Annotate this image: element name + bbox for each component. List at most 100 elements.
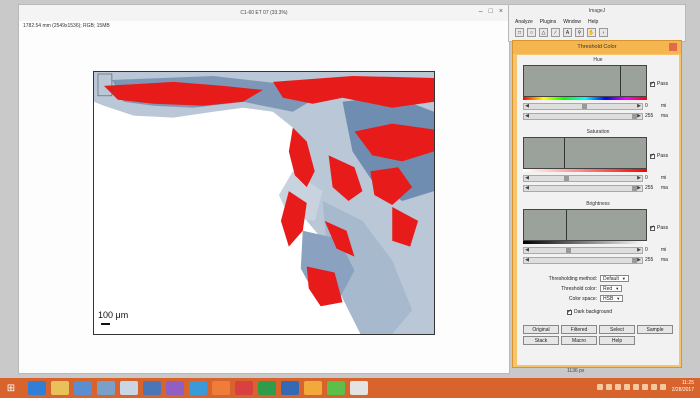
saturation-max-thumb[interactable]	[632, 186, 637, 191]
brightness-max-left-arrow-icon[interactable]: ◀	[525, 257, 529, 263]
text-tool-icon[interactable]: A	[563, 28, 572, 37]
tray-icon-5[interactable]	[632, 384, 639, 390]
oval-tool-icon[interactable]: ○	[527, 28, 536, 37]
hue-min-thumb[interactable]	[582, 104, 587, 109]
dropper-tool-icon[interactable]: ›	[599, 28, 608, 37]
app-icon-14[interactable]	[327, 381, 345, 395]
stack-button[interactable]: Stack	[523, 336, 559, 345]
hue-max-slider[interactable]: ◀ ▶	[523, 113, 643, 120]
method-value: Default	[603, 276, 619, 282]
image-info: 1782.54 mm (2549x1536); RGB; 15MB	[23, 23, 110, 29]
brightness-min-thumb[interactable]	[566, 248, 571, 253]
brightness-min-right-arrow-icon[interactable]: ▶	[637, 247, 641, 253]
brightness-max-slider[interactable]: ◀ ▶	[523, 257, 643, 264]
saturation-min-right-arrow-icon[interactable]: ▶	[637, 175, 641, 181]
hue-min-left-arrow-icon[interactable]: ◀	[525, 103, 529, 109]
tray-icon-8[interactable]	[659, 384, 666, 390]
hue-pass-label: Pass	[657, 81, 669, 87]
brightness-min-left-arrow-icon[interactable]: ◀	[525, 247, 529, 253]
system-tray: 11:25 2/28/2017	[596, 380, 694, 394]
select-button[interactable]: Select	[599, 325, 635, 334]
polygon-tool-icon[interactable]: △	[539, 28, 548, 37]
app-icon-5[interactable]	[120, 381, 138, 395]
menu-help[interactable]: Help	[588, 19, 599, 25]
app-icon-3[interactable]	[74, 381, 92, 395]
saturation-pass[interactable]: Pass	[650, 152, 668, 159]
color-select[interactable]: Red ▼	[600, 285, 623, 292]
color-row: Threshold color: Red ▼	[521, 285, 671, 292]
hue-min-slider[interactable]: ◀ ▶	[523, 103, 643, 110]
menu-plugins[interactable]: Plugins	[539, 19, 557, 25]
dark-background-checkbox[interactable]	[567, 308, 572, 315]
menu-window[interactable]: Window	[563, 19, 581, 25]
app-icon-11[interactable]	[258, 381, 276, 395]
brightness-pass[interactable]: Pass	[650, 224, 668, 231]
hue-pass-checkbox[interactable]	[650, 80, 655, 87]
zoom-tool-icon[interactable]: ⚲	[575, 28, 584, 37]
saturation-min-left-arrow-icon[interactable]: ◀	[525, 175, 529, 181]
dark-background-label: Dark background	[574, 309, 613, 315]
brightness-max-thumb[interactable]	[632, 258, 637, 263]
app-icon-7[interactable]	[166, 381, 184, 395]
app-icon-4[interactable]	[97, 381, 115, 395]
menu-analyze[interactable]: Analyze	[515, 19, 533, 25]
saturation-min-slider[interactable]: ◀ ▶	[523, 175, 643, 182]
saturation-max-slider[interactable]: ◀ ▶	[523, 185, 643, 192]
explorer-app-icon[interactable]	[51, 381, 69, 395]
imagej-title: ImageJ	[588, 8, 606, 14]
method-select[interactable]: Default ▼	[600, 275, 629, 282]
brightness-histogram	[523, 209, 647, 241]
hue-max-left-arrow-icon[interactable]: ◀	[525, 113, 529, 119]
threshold-close-icon[interactable]	[669, 43, 677, 51]
brightness-pass-checkbox[interactable]	[650, 224, 655, 231]
brightness-max-value: 255	[645, 257, 654, 263]
brightness-max-right-arrow-icon[interactable]: ▶	[637, 257, 641, 263]
tray-icon-7[interactable]	[650, 384, 657, 390]
hue-max-unit: ma	[661, 113, 668, 119]
space-chevron-down-icon: ▼	[616, 296, 621, 301]
app-icon-9[interactable]	[212, 381, 230, 395]
hue-pass[interactable]: Pass	[650, 80, 669, 87]
ie-app-icon[interactable]	[28, 381, 46, 395]
saturation-max-right-arrow-icon[interactable]: ▶	[637, 185, 641, 191]
macro-button[interactable]: Macro	[561, 336, 597, 345]
method-label: Thresholding method:	[548, 275, 597, 282]
app-icon-6[interactable]	[143, 381, 161, 395]
hue-max-thumb[interactable]	[632, 114, 637, 119]
rectangle-tool-icon[interactable]: □	[515, 28, 524, 37]
hue-max-right-arrow-icon[interactable]: ▶	[637, 113, 641, 119]
space-row: Color space: HSB ▼	[521, 295, 671, 302]
image-canvas[interactable]: 100 μm	[93, 71, 435, 335]
close-icon[interactable]: ×	[498, 8, 503, 15]
tray-icon-1[interactable]	[596, 384, 603, 390]
line-tool-icon[interactable]: ∕	[551, 28, 560, 37]
saturation-pass-checkbox[interactable]	[650, 152, 655, 159]
space-select[interactable]: HSB ▼	[600, 295, 624, 302]
hue-min-right-arrow-icon[interactable]: ▶	[637, 103, 641, 109]
sample-button[interactable]: Sample	[637, 325, 673, 334]
tray-icon-2[interactable]	[605, 384, 612, 390]
tray-icon-4[interactable]	[623, 384, 630, 390]
saturation-min-thumb[interactable]	[564, 176, 569, 181]
app-icon-13[interactable]	[304, 381, 322, 395]
saturation-max-left-arrow-icon[interactable]: ◀	[525, 185, 529, 191]
windows-start-icon[interactable]: ⊞	[6, 382, 16, 394]
original-button[interactable]: Original	[523, 325, 559, 334]
app-icon-15[interactable]	[350, 381, 368, 395]
taskbar: ⊞ 11:25 2/28/2017	[0, 378, 700, 398]
threshold-window-controls	[669, 43, 677, 51]
imagej-menubar: Analyze Plugins Window Help	[509, 17, 685, 27]
tray-icon-3[interactable]	[614, 384, 621, 390]
filtered-button[interactable]: Filtered	[561, 325, 597, 334]
dark-background-option[interactable]: Dark background	[567, 308, 613, 315]
minimize-icon[interactable]: –	[478, 8, 483, 15]
maximize-icon[interactable]: □	[488, 8, 493, 15]
app-icon-8[interactable]	[189, 381, 207, 395]
clock[interactable]: 11:25 2/28/2017	[672, 380, 694, 394]
brightness-min-slider[interactable]: ◀ ▶	[523, 247, 643, 254]
tray-icon-6[interactable]	[641, 384, 648, 390]
help-button[interactable]: Help	[599, 336, 635, 345]
hand-tool-icon[interactable]: ✋	[587, 28, 596, 37]
app-icon-10[interactable]	[235, 381, 253, 395]
app-icon-12[interactable]	[281, 381, 299, 395]
